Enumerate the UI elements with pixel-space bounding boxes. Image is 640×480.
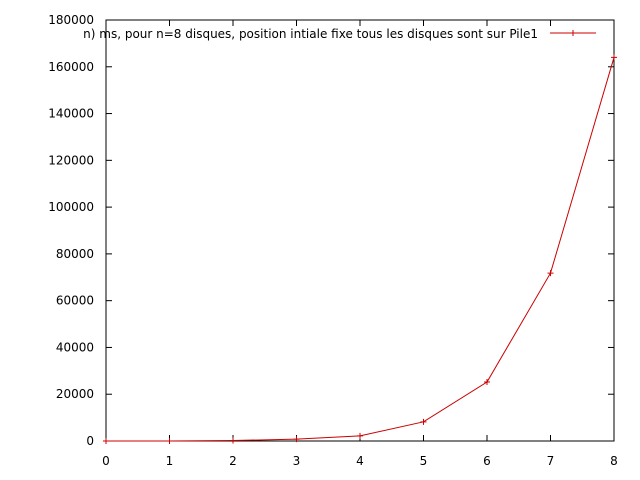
y-tick-label: 180000 — [48, 13, 94, 27]
x-tick-label: 4 — [356, 454, 364, 468]
data-point — [293, 436, 300, 443]
data-point — [166, 438, 173, 444]
data-point — [357, 432, 363, 439]
x-tick-label: 8 — [610, 454, 618, 468]
legend-plus-marker — [570, 30, 576, 36]
y-tick-label: 60000 — [56, 294, 94, 308]
x-tick-label: 0 — [102, 454, 110, 468]
y-tick-label: 140000 — [48, 107, 94, 121]
data-point — [420, 418, 427, 425]
legend-label: n) ms, pour n=8 disques, position intial… — [83, 27, 538, 41]
data-point — [484, 379, 490, 386]
data-point — [103, 438, 109, 444]
x-tick-label: 7 — [547, 454, 555, 468]
y-tick-label: 20000 — [56, 387, 94, 401]
series-group — [103, 54, 617, 444]
x-tick-label: 3 — [293, 454, 301, 468]
data-point — [547, 270, 554, 277]
y-tick-label: 0 — [86, 434, 94, 448]
x-tick-label: 5 — [420, 454, 428, 468]
data-point — [230, 437, 236, 444]
x-tick-label: 6 — [483, 454, 491, 468]
plot-frame — [105, 19, 615, 442]
x-tick-label: 2 — [229, 454, 237, 468]
y-tick-label: 40000 — [56, 340, 94, 354]
legend: n) ms, pour n=8 disques, position intial… — [83, 27, 596, 41]
x-tick-label: 1 — [166, 454, 174, 468]
y-tick-label: 160000 — [48, 60, 94, 74]
y-tick-label: 120000 — [48, 153, 94, 167]
y-tick-label: 80000 — [56, 247, 94, 261]
y-axis-ticks: 0 20000 40000 60000 80000 100000 120000 140000 1… — [48, 13, 614, 448]
data-point — [611, 54, 617, 61]
x-axis-ticks: 0 1 2 3 4 5 6 7 8 — [102, 20, 618, 468]
series-line — [106, 57, 615, 442]
y-tick-label: 100000 — [48, 200, 94, 214]
